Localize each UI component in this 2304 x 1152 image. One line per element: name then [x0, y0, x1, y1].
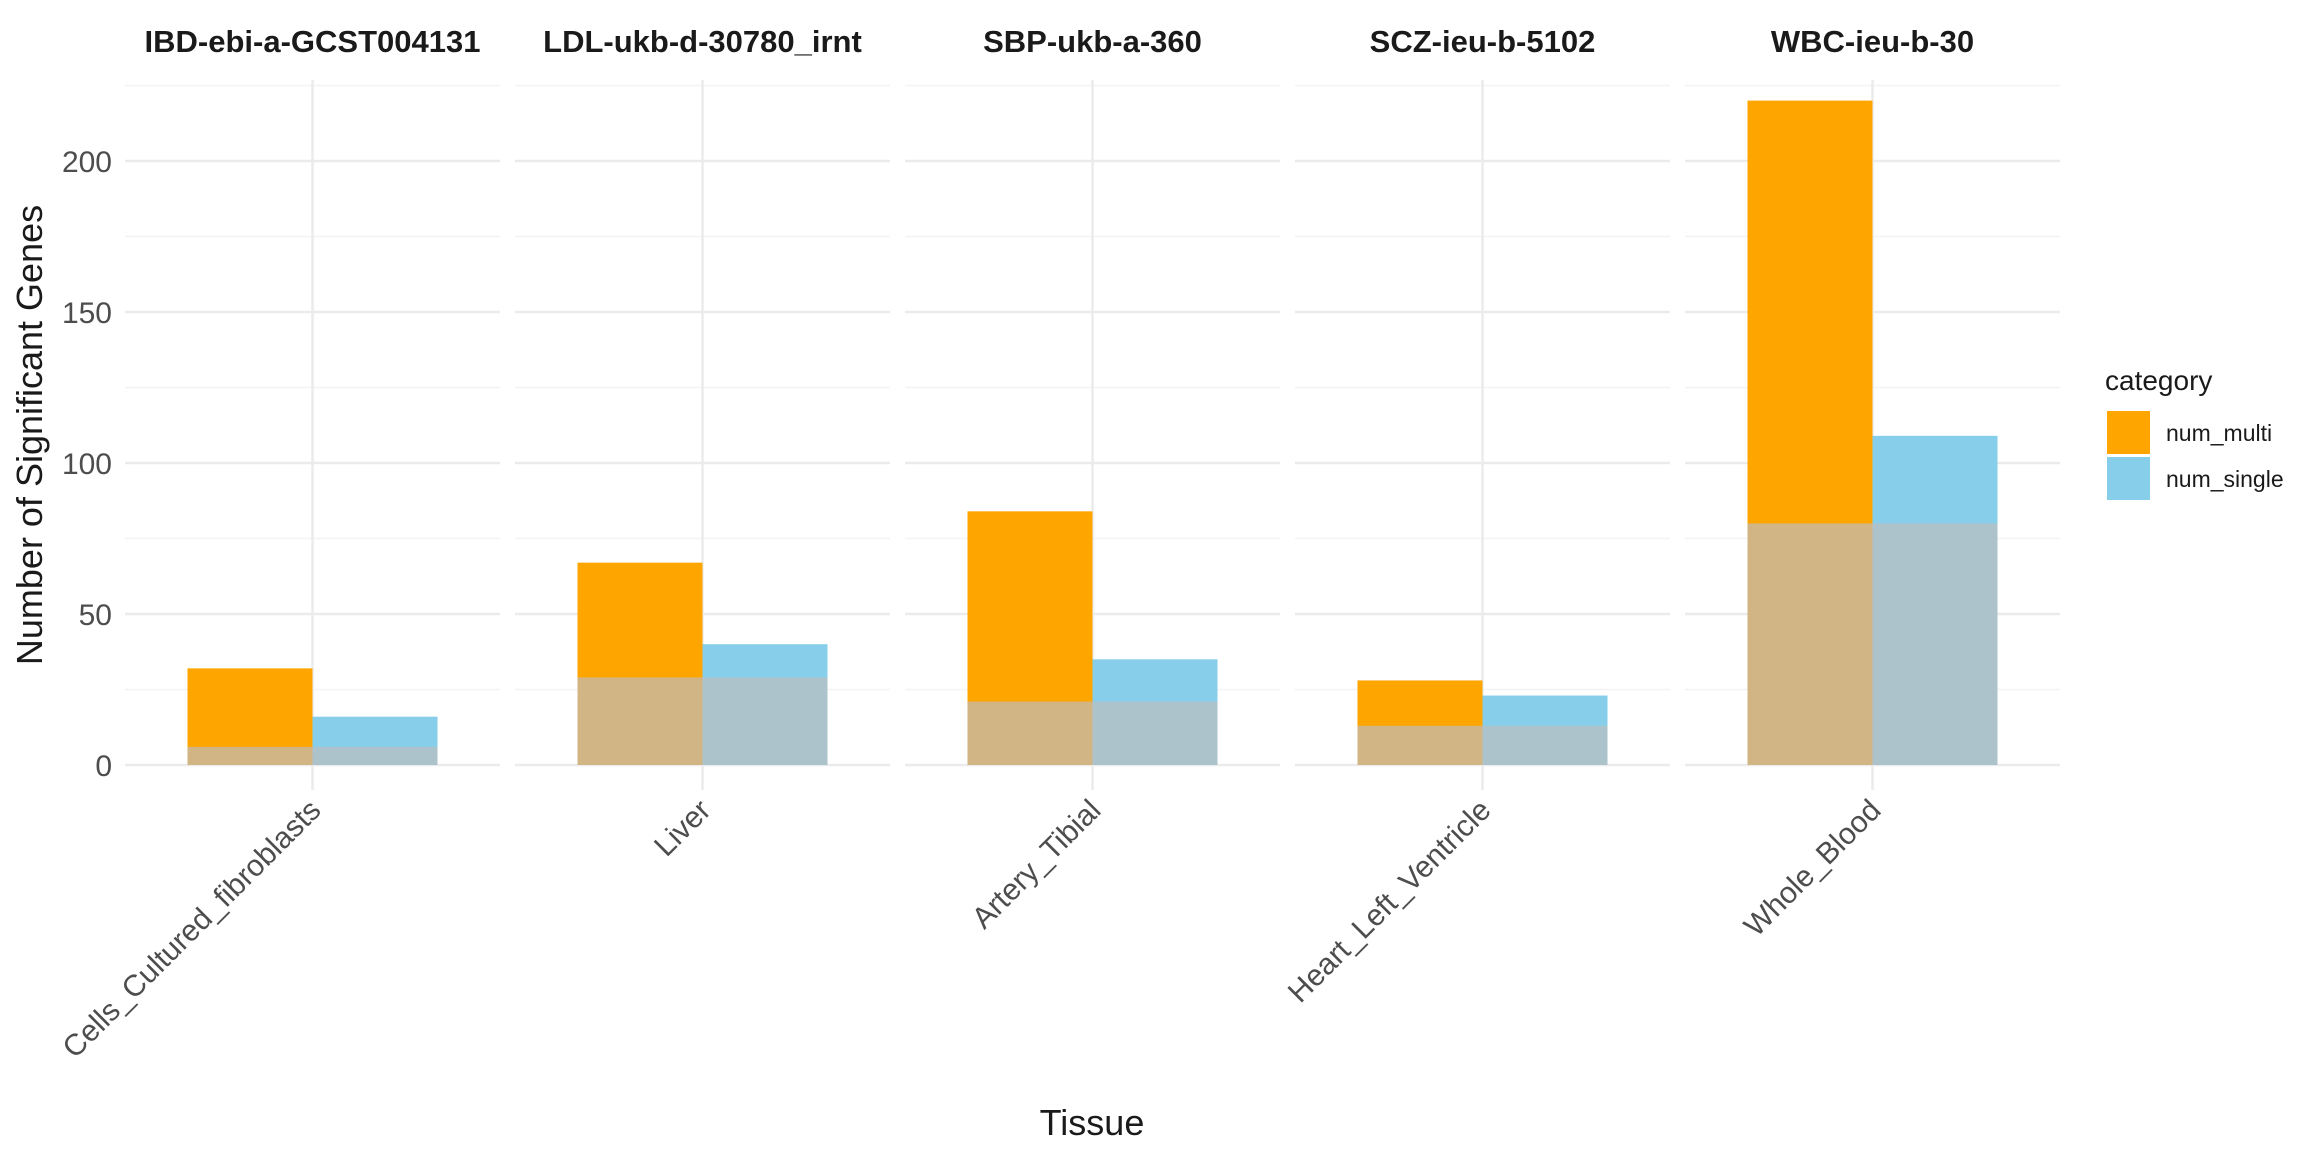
facet-title: WBC-ieu-b-30 [1771, 24, 1974, 59]
overlap-bar-multi [187, 746, 313, 765]
legend: category num_multi num_single [2105, 365, 2284, 500]
y-tick-label: 50 [79, 599, 112, 632]
x-tick-label: Cells_Cultured_fibroblasts [57, 794, 328, 1065]
legend-key-num-multi [2107, 411, 2150, 454]
y-tick-label: 200 [62, 146, 112, 179]
facet-title: LDL-ukb-d-30780_irnt [543, 24, 862, 59]
legend-key-num-single [2107, 457, 2150, 500]
overlap-bar-single [702, 677, 828, 765]
x-tick-label: Heart_Left_Ventricle [1282, 794, 1498, 1010]
legend-label-num-single: num_single [2166, 466, 2284, 492]
y-tick-label: 0 [95, 750, 112, 783]
overlap-bar-multi [577, 677, 703, 765]
overlap-bar-single [312, 746, 438, 765]
facet-title: IBD-ebi-a-GCST004131 [145, 24, 481, 59]
x-tick-label: Whole_Blood [1738, 794, 1888, 944]
overlap-bar-single [1872, 523, 1998, 765]
overlap-bar-single [1092, 701, 1218, 765]
legend-title: category [2105, 365, 2212, 396]
legend-label-num-multi: num_multi [2166, 420, 2272, 446]
overlap-bar-single [1482, 725, 1608, 765]
facet-title: SCZ-ieu-b-5102 [1370, 24, 1596, 59]
bar-layer [187, 100, 1998, 766]
x-axis-title: Tissue [1040, 1102, 1145, 1143]
y-axis-title: Number of Significant Genes [9, 205, 50, 665]
overlap-bar-multi [967, 701, 1093, 765]
x-tick-label: Liver [648, 794, 717, 863]
y-tick-label: 150 [62, 297, 112, 330]
y-tick-label: 100 [62, 448, 112, 481]
facet-title: SBP-ukb-a-360 [983, 24, 1202, 59]
x-tick-label: Artery_Tibial [966, 794, 1108, 936]
overlap-bar-multi [1747, 523, 1873, 765]
overlap-bar-multi [1357, 725, 1483, 765]
